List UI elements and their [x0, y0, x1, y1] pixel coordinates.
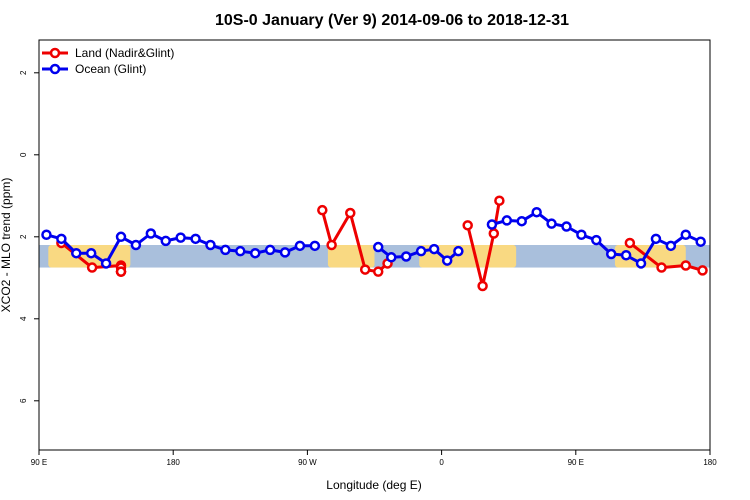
data-point: [115, 231, 127, 243]
series: [41, 206, 706, 269]
data-point: [501, 215, 513, 226]
x-tick-label: 180: [167, 458, 181, 467]
y-axis-label: XCO2 - MLO trend (ppm): [0, 178, 13, 313]
data-point: [145, 228, 157, 239]
data-point: [86, 262, 98, 273]
series-layer: [41, 195, 708, 292]
data-point: [71, 247, 82, 259]
data-point: [264, 244, 276, 256]
data-point: [576, 229, 587, 240]
data-point: [160, 235, 171, 247]
plot-frame: [38, 39, 711, 451]
data-point: [345, 207, 356, 219]
data-point: [372, 266, 384, 277]
data-point: [441, 255, 453, 266]
data-point: [620, 250, 632, 261]
x-tick-label: 90 E: [568, 458, 584, 467]
legend-label: Land (Nadir&Glint): [75, 46, 174, 60]
data-point: [656, 262, 667, 273]
data-point: [115, 266, 127, 277]
data-point: [56, 233, 67, 245]
data-point: [680, 260, 692, 271]
data-point: [175, 232, 186, 243]
data-point: [220, 244, 231, 256]
data-point: [494, 195, 505, 206]
data-point: [531, 206, 542, 218]
data-point: [488, 228, 500, 239]
data-point: [41, 229, 52, 240]
data-point: [477, 280, 488, 292]
series: [56, 195, 708, 292]
data-point: [546, 218, 557, 229]
data-point: [359, 264, 371, 275]
data-point: [386, 252, 397, 263]
y-tick-label: 6: [19, 398, 28, 403]
x-tick-label: 90 W: [298, 458, 317, 467]
y-axis: 2 0 2 4 6: [19, 70, 39, 403]
x-tick-label: 0: [439, 458, 444, 467]
data-point: [591, 234, 602, 246]
legend: Land (Nadir&Glint) Ocean (Glint): [42, 46, 174, 76]
data-point: [697, 265, 708, 276]
x-axis-label: Longitude (deg E): [326, 478, 421, 492]
data-point: [680, 229, 692, 240]
data-point: [428, 243, 440, 255]
data-point: [415, 245, 427, 257]
x-tick-label: 180: [703, 458, 717, 467]
data-point: [372, 241, 384, 253]
data-point: [235, 245, 246, 257]
x-axis: 90 E 180 90 W 0 90 E 180: [31, 450, 717, 467]
data-point: [650, 233, 662, 245]
data-point: [605, 248, 617, 260]
legend-swatch-marker: [49, 47, 61, 59]
data-point: [462, 220, 473, 231]
data-point: [279, 247, 291, 258]
data-point: [665, 240, 677, 252]
data-point: [624, 237, 636, 249]
data-point: [516, 215, 527, 227]
data-point: [130, 239, 142, 251]
legend-swatch-marker: [49, 63, 61, 75]
series-line: [466, 200, 501, 288]
chart-title: 10S-0 January (Ver 9) 2014-09-06 to 2018…: [215, 12, 569, 29]
data-point: [695, 236, 706, 247]
data-point: [100, 258, 112, 269]
y-tick-label: 4: [19, 316, 28, 321]
data-point: [190, 233, 201, 245]
data-point: [453, 245, 464, 257]
data-point: [294, 240, 306, 252]
y-tick-label: 2: [19, 234, 28, 239]
y-tick-label: 0: [19, 152, 28, 157]
data-point: [85, 247, 97, 259]
legend-label: Ocean (Glint): [75, 62, 146, 76]
data-point: [317, 204, 328, 216]
data-point: [326, 239, 337, 251]
land-patch: [614, 245, 686, 268]
data-point: [309, 240, 321, 252]
data-point: [561, 221, 572, 232]
y-tick-label: 2: [19, 70, 28, 75]
data-point: [400, 251, 412, 262]
data-point: [486, 219, 498, 230]
data-point: [205, 239, 216, 251]
x-tick-label: 90 E: [31, 458, 47, 467]
data-point: [635, 258, 647, 269]
data-point: [249, 247, 261, 259]
